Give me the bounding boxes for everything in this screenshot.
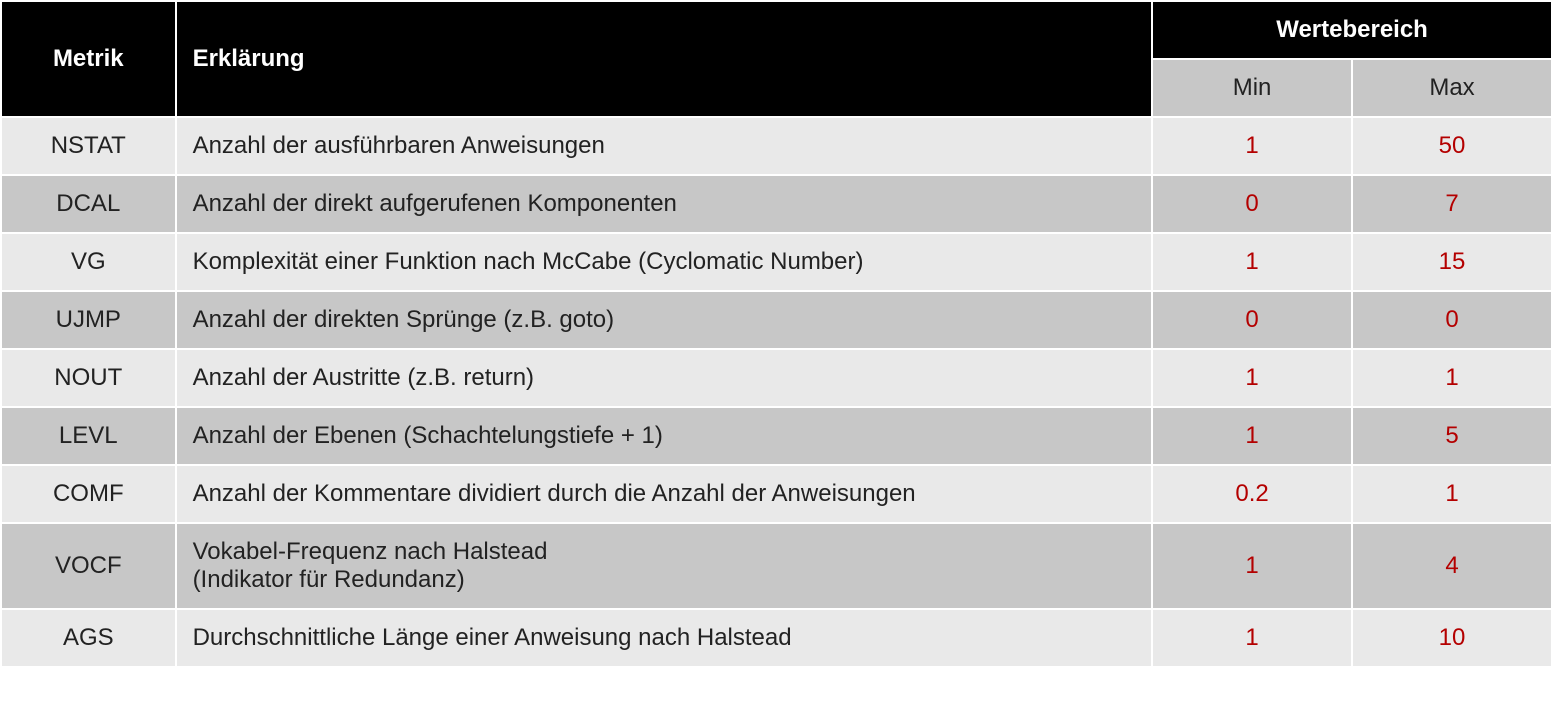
cell-metric: UJMP — [2, 292, 175, 348]
cell-max: 0 — [1353, 292, 1551, 348]
cell-desc: Anzahl der direkten Sprünge (z.B. goto) — [177, 292, 1152, 348]
table-row: AGS Durchschnittliche Länge einer Anweis… — [2, 610, 1551, 666]
cell-metric: NOUT — [2, 350, 175, 406]
table-row: COMF Anzahl der Kommentare dividiert dur… — [2, 466, 1551, 522]
cell-metric: COMF — [2, 466, 175, 522]
cell-desc: Vokabel-Frequenz nach Halstead(Indikator… — [177, 524, 1152, 608]
cell-max: 5 — [1353, 408, 1551, 464]
cell-min: 0.2 — [1153, 466, 1351, 522]
cell-metric: AGS — [2, 610, 175, 666]
table-header: Metrik Erklärung Wertebereich Min Max — [2, 2, 1551, 116]
header-desc: Erklärung — [177, 2, 1152, 116]
cell-metric: VOCF — [2, 524, 175, 608]
header-min: Min — [1153, 60, 1351, 116]
table-row: LEVL Anzahl der Ebenen (Schachtelungstie… — [2, 408, 1551, 464]
cell-min: 1 — [1153, 234, 1351, 290]
cell-max: 1 — [1353, 466, 1551, 522]
cell-max: 50 — [1353, 118, 1551, 174]
cell-max: 4 — [1353, 524, 1551, 608]
cell-desc: Durchschnittliche Länge einer Anweisung … — [177, 610, 1152, 666]
cell-min: 0 — [1153, 292, 1351, 348]
cell-min: 0 — [1153, 176, 1351, 232]
cell-max: 1 — [1353, 350, 1551, 406]
table-body: NSTAT Anzahl der ausführbaren Anweisunge… — [2, 118, 1551, 666]
cell-desc: Anzahl der ausführbaren Anweisungen — [177, 118, 1152, 174]
table-row: NSTAT Anzahl der ausführbaren Anweisunge… — [2, 118, 1551, 174]
header-max: Max — [1353, 60, 1551, 116]
cell-metric: DCAL — [2, 176, 175, 232]
table-row: DCAL Anzahl der direkt aufgerufenen Komp… — [2, 176, 1551, 232]
table-row: VOCF Vokabel-Frequenz nach Halstead(Indi… — [2, 524, 1551, 608]
cell-desc: Anzahl der direkt aufgerufenen Komponent… — [177, 176, 1152, 232]
cell-metric: NSTAT — [2, 118, 175, 174]
cell-desc: Komplexität einer Funktion nach McCabe (… — [177, 234, 1152, 290]
cell-min: 1 — [1153, 118, 1351, 174]
table-row: UJMP Anzahl der direkten Sprünge (z.B. g… — [2, 292, 1551, 348]
header-metric: Metrik — [2, 2, 175, 116]
cell-min: 1 — [1153, 350, 1351, 406]
cell-min: 1 — [1153, 610, 1351, 666]
cell-metric: VG — [2, 234, 175, 290]
metrics-table: Metrik Erklärung Wertebereich Min Max NS… — [0, 0, 1553, 668]
table-row: VG Komplexität einer Funktion nach McCab… — [2, 234, 1551, 290]
cell-max: 7 — [1353, 176, 1551, 232]
cell-max: 15 — [1353, 234, 1551, 290]
cell-max: 10 — [1353, 610, 1551, 666]
cell-min: 1 — [1153, 524, 1351, 608]
table-row: NOUT Anzahl der Austritte (z.B. return) … — [2, 350, 1551, 406]
header-range: Wertebereich — [1153, 2, 1551, 58]
cell-metric: LEVL — [2, 408, 175, 464]
cell-desc: Anzahl der Austritte (z.B. return) — [177, 350, 1152, 406]
cell-desc: Anzahl der Ebenen (Schachtelungstiefe + … — [177, 408, 1152, 464]
cell-desc: Anzahl der Kommentare dividiert durch di… — [177, 466, 1152, 522]
cell-min: 1 — [1153, 408, 1351, 464]
